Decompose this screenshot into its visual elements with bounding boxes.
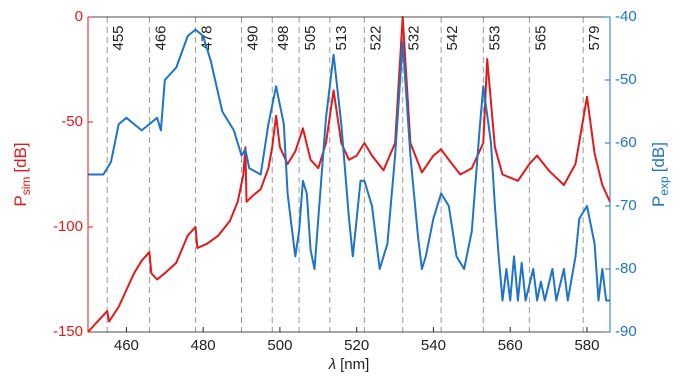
y2-tick-label: -70: [615, 197, 637, 214]
marker-label: 542: [444, 25, 461, 50]
marker-label: 553: [486, 25, 503, 50]
y-tick-label: 0: [75, 8, 83, 25]
marker-label: 455: [110, 25, 127, 50]
x-tick-label: 560: [498, 337, 523, 354]
x-tick-label: 540: [421, 337, 446, 354]
marker-label: 498: [275, 25, 292, 50]
marker-label: 505: [302, 25, 319, 50]
x-tick-label: 580: [574, 337, 599, 354]
y2-tick-label: -40: [615, 8, 637, 25]
marker-label: 579: [586, 25, 603, 50]
label-sub: exp: [657, 176, 671, 196]
y-axis-label: Psim [dB]: [11, 142, 33, 206]
label-main: P: [11, 195, 30, 206]
marker-label: 522: [367, 25, 384, 50]
marker-label: 565: [532, 25, 549, 50]
y2-tick-label: -80: [615, 260, 637, 277]
y2-tick-label: -50: [615, 71, 637, 88]
y-tick-label: -50: [61, 113, 83, 130]
x-tick-label: 500: [267, 337, 292, 354]
y-tick-label: -100: [53, 218, 83, 235]
series-line: [88, 28, 610, 302]
x-label-unit: [nm]: [340, 356, 369, 373]
y-tick-label: -150: [53, 323, 83, 340]
marker-label: 490: [244, 25, 261, 50]
x-axis-label: λ [nm]: [328, 356, 370, 373]
x-tick-label: 460: [114, 337, 139, 354]
marker-label: 466: [152, 25, 169, 50]
label-unit: [dB]: [649, 142, 668, 172]
series-line: [87, 16, 611, 333]
y2-axis-label: Pexp [dB]: [649, 142, 671, 207]
x-label-symbol: λ: [328, 356, 336, 373]
label-unit: [dB]: [11, 142, 30, 172]
label-main: P: [649, 196, 668, 207]
x-tick-label: 520: [344, 337, 369, 354]
marker-label: 513: [333, 25, 350, 50]
x-tick-label: 480: [191, 337, 216, 354]
marker-label: 532: [406, 25, 423, 50]
y2-tick-label: -90: [615, 323, 637, 340]
y2-tick-label: -60: [615, 134, 637, 151]
label-sub: sim: [19, 177, 33, 196]
marker-label: 478: [198, 25, 215, 50]
